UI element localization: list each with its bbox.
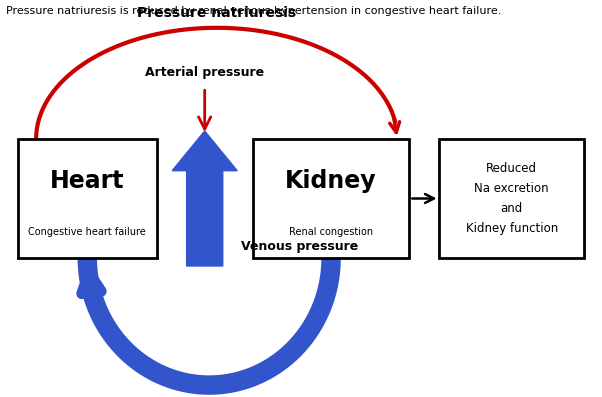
FancyArrow shape [172, 131, 237, 266]
Text: Renal congestion: Renal congestion [289, 227, 373, 237]
Text: Heart: Heart [50, 169, 125, 193]
FancyBboxPatch shape [253, 139, 409, 258]
FancyBboxPatch shape [439, 139, 584, 258]
Text: Pressure natriuresis is reduced by renal venous hypertension in congestive heart: Pressure natriuresis is reduced by renal… [6, 6, 501, 16]
Text: Arterial pressure: Arterial pressure [145, 66, 264, 79]
Text: Venous pressure: Venous pressure [241, 240, 358, 252]
FancyBboxPatch shape [18, 139, 157, 258]
Text: Reduced
Na excretion
and
Kidney function: Reduced Na excretion and Kidney function [465, 162, 558, 235]
Text: Kidney: Kidney [285, 169, 377, 193]
Text: Pressure natriuresis: Pressure natriuresis [137, 6, 296, 20]
Text: Congestive heart failure: Congestive heart failure [28, 227, 146, 237]
